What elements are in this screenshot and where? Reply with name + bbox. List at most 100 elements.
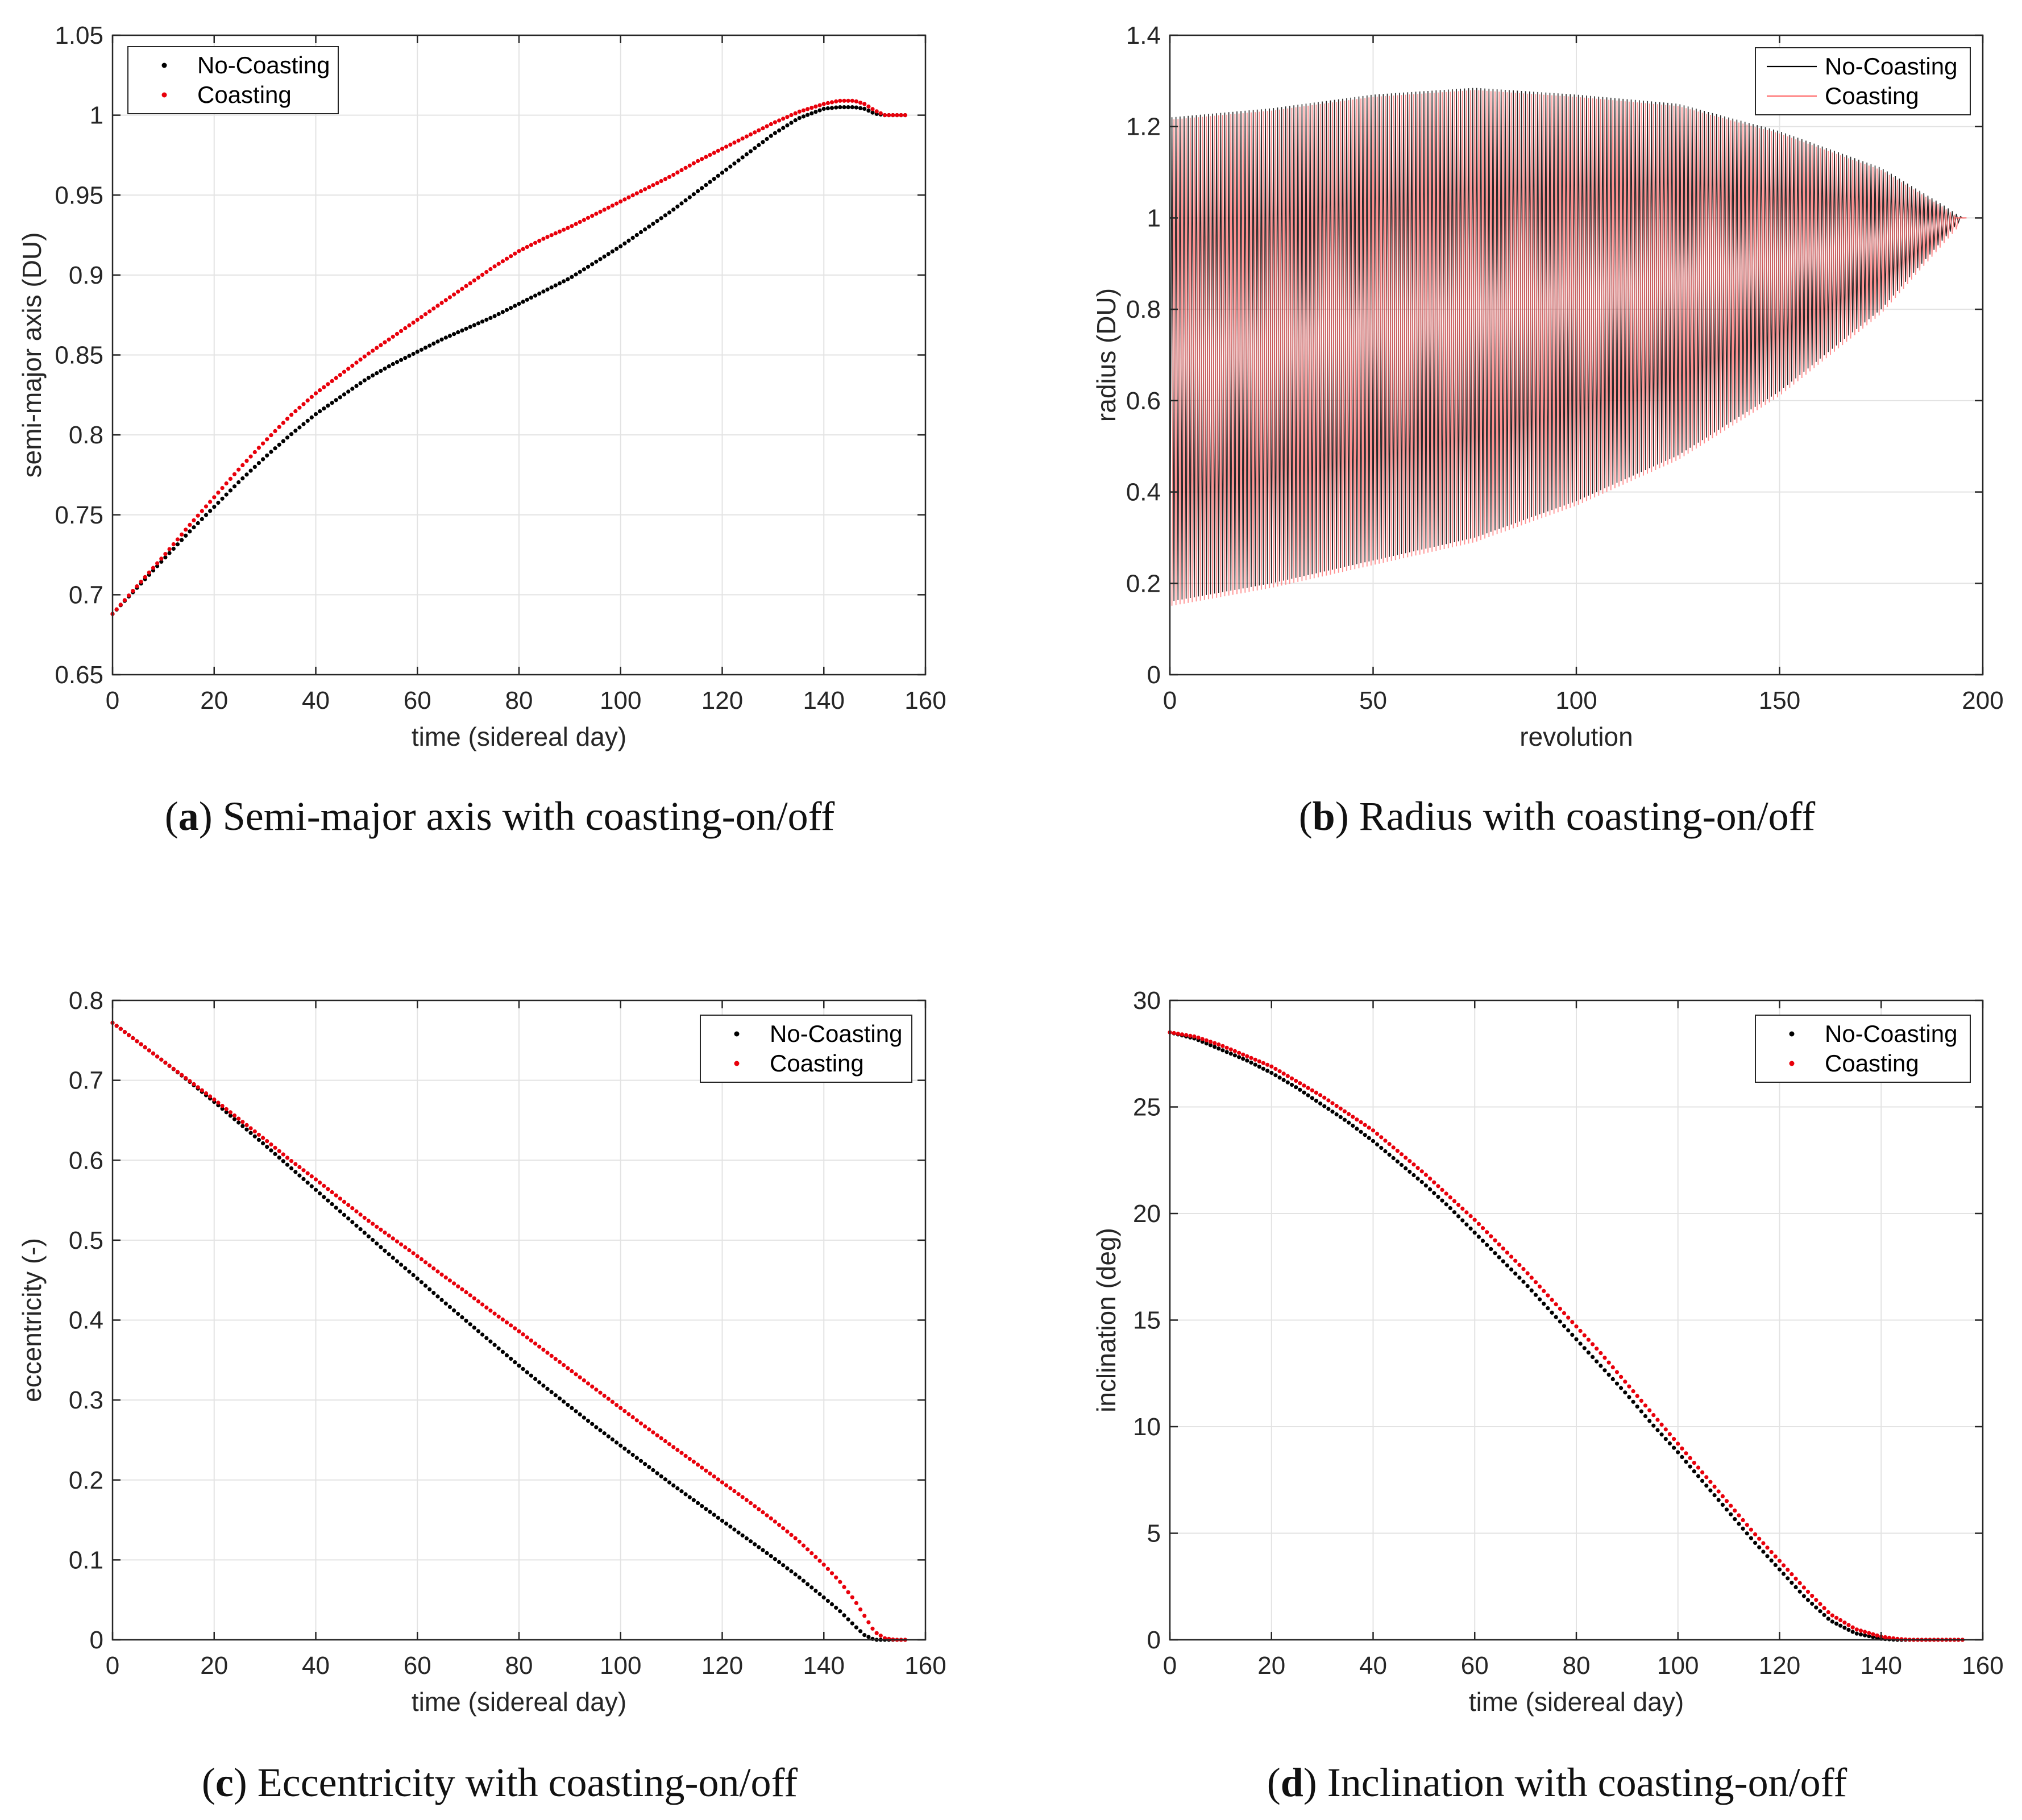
data-point: [765, 1551, 769, 1555]
data-point: [566, 277, 570, 281]
data-point: [1493, 1251, 1497, 1256]
data-point: [159, 559, 164, 564]
data-point: [622, 1409, 627, 1414]
x-tick-label: 120: [1759, 1652, 1800, 1680]
legend-marker-no-coasting: [734, 1031, 740, 1037]
data-point: [256, 461, 261, 466]
data-point: [1249, 1060, 1253, 1065]
data-point: [431, 306, 436, 311]
data-point: [854, 99, 858, 103]
data-point: [1582, 1333, 1587, 1337]
data-point: [285, 1162, 290, 1167]
data-point: [651, 1468, 655, 1473]
data-point: [1834, 1622, 1839, 1626]
data-point: [789, 120, 794, 125]
data-point: [541, 289, 546, 294]
data-point: [379, 1245, 383, 1249]
data-point: [1745, 1523, 1749, 1527]
data-point: [456, 289, 460, 294]
data-point: [704, 182, 708, 188]
data-point: [135, 1039, 139, 1044]
data-point: [773, 1557, 777, 1561]
data-point: [366, 1219, 371, 1223]
data-point: [517, 301, 521, 306]
data-point: [375, 1241, 379, 1246]
data-point: [208, 509, 213, 513]
data-point: [1729, 1503, 1733, 1508]
data-point: [1708, 1488, 1713, 1493]
data-point: [1684, 1451, 1688, 1456]
data-point: [1782, 1563, 1786, 1568]
y-tick-label: 0.65: [55, 661, 103, 689]
data-point: [825, 106, 830, 111]
data-point: [1737, 1522, 1741, 1526]
data-point: [1773, 1563, 1778, 1567]
data-point: [1310, 1096, 1314, 1100]
data-point: [1777, 1567, 1782, 1572]
data-point: [1635, 1405, 1639, 1409]
data-point: [1432, 1180, 1436, 1185]
data-point: [151, 566, 156, 570]
data-point: [1647, 1408, 1652, 1412]
data-point: [1525, 1271, 1530, 1275]
data-point: [773, 131, 777, 135]
data-point: [1375, 1142, 1380, 1147]
data-point: [1793, 1576, 1798, 1581]
data-point: [1529, 1288, 1534, 1293]
data-point: [277, 1149, 281, 1153]
data-point: [659, 216, 663, 221]
data-point: [285, 417, 290, 421]
data-point: [484, 317, 489, 322]
data-point: [1676, 1450, 1680, 1455]
data-point: [1793, 1585, 1798, 1589]
data-point: [1769, 1550, 1774, 1555]
data-point: [472, 323, 476, 327]
data-point: [1720, 1494, 1725, 1498]
data-point: [318, 409, 322, 414]
data-point: [399, 358, 404, 362]
data-point: [1606, 1373, 1611, 1377]
data-point: [667, 1442, 672, 1447]
data-point: [557, 1360, 562, 1364]
data-point: [431, 1266, 436, 1271]
y-tick-label: 1.2: [1126, 113, 1161, 141]
data-point: [1367, 1125, 1371, 1130]
data-point: [691, 1460, 696, 1464]
data-point: [1887, 1635, 1892, 1640]
data-point: [399, 1242, 404, 1246]
data-point: [488, 315, 493, 321]
data-point: [228, 1110, 232, 1115]
data-point: [1724, 1507, 1729, 1512]
data-point: [842, 1613, 846, 1618]
data-point: [460, 286, 464, 291]
data-point: [431, 341, 436, 346]
data-point: [1289, 1082, 1294, 1087]
x-tick-label: 120: [701, 1652, 743, 1680]
data-point: [1542, 1302, 1546, 1306]
data-point: [371, 348, 375, 353]
data-point: [265, 1139, 269, 1144]
data-point: [582, 267, 586, 272]
data-point: [468, 325, 472, 329]
x-tick-label: 80: [505, 687, 533, 714]
data-point: [391, 1236, 395, 1241]
data-point: [375, 1224, 379, 1229]
data-point: [122, 1030, 127, 1034]
data-point: [586, 264, 591, 269]
data-point: [1273, 1066, 1278, 1071]
data-point: [456, 330, 460, 335]
data-point: [777, 128, 782, 133]
data-point: [1741, 1518, 1745, 1522]
data-point: [687, 163, 692, 168]
data-point: [171, 546, 176, 551]
data-point: [655, 181, 659, 185]
data-point: [273, 1152, 277, 1156]
data-point: [622, 1447, 627, 1451]
data-point: [362, 1215, 367, 1220]
data-point: [521, 1366, 525, 1372]
data-point: [724, 1522, 729, 1526]
data-point: [785, 115, 790, 119]
y-tick-label: 0: [90, 1626, 103, 1654]
data-point: [882, 113, 887, 118]
data-point: [606, 1397, 611, 1401]
